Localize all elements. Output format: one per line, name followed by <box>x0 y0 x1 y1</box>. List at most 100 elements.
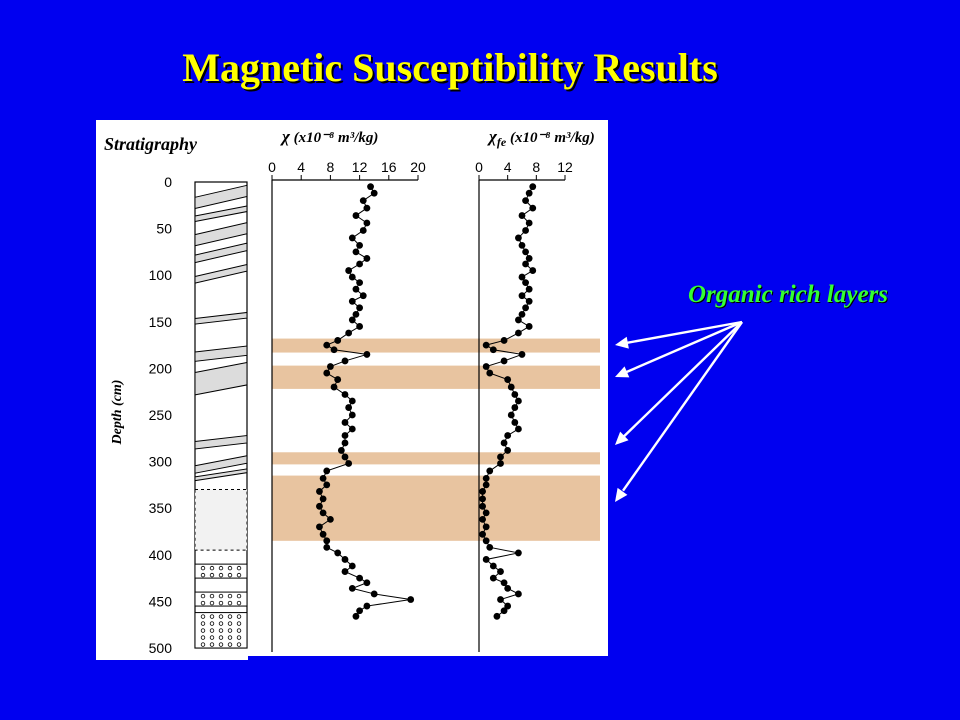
depth-tick-label: 400 <box>149 547 173 563</box>
data-point <box>497 460 504 467</box>
data-point <box>525 219 533 227</box>
data-point <box>363 255 371 262</box>
data-point <box>348 234 356 242</box>
gravel-dot <box>227 621 233 626</box>
arrow-shaft-0 <box>622 320 743 345</box>
data-point <box>482 537 490 545</box>
data-point <box>345 329 353 337</box>
gravel-dot <box>209 614 215 619</box>
gravel-dot <box>236 628 242 633</box>
strat-layer-1 <box>194 205 248 223</box>
data-point <box>500 357 508 365</box>
arrow-head-1 <box>615 366 630 378</box>
gravel-dot <box>236 642 242 647</box>
data-point <box>356 260 363 268</box>
strat-gravel-0 <box>194 563 248 579</box>
strat-layer-5 <box>194 311 248 325</box>
organic-band-2 <box>272 452 600 465</box>
panel-label: χfe (x10⁻⁸ m³/kg) <box>487 127 595 149</box>
data-point <box>319 474 327 482</box>
data-point <box>504 376 512 383</box>
data-point <box>522 304 529 312</box>
data-point <box>334 376 342 383</box>
data-point <box>330 383 338 391</box>
gravel-dot <box>227 635 233 640</box>
data-point <box>356 304 363 312</box>
data-point <box>500 607 508 615</box>
data-point <box>327 515 334 523</box>
data-point <box>330 346 338 354</box>
data-point <box>359 292 367 300</box>
data-point <box>515 316 522 324</box>
gravel-dot <box>227 565 233 571</box>
strat-gravel-1 <box>194 591 248 607</box>
x-tick-label: 16 <box>381 159 397 175</box>
depth-tick-label: 450 <box>149 593 173 609</box>
gravel-dot <box>209 621 215 626</box>
data-point <box>316 523 323 531</box>
x-tick-label: 4 <box>504 159 512 175</box>
data-point <box>363 579 371 587</box>
depth-tick-label: 300 <box>149 454 173 470</box>
data-point <box>334 549 342 557</box>
data-point <box>356 607 363 615</box>
data-point <box>348 584 356 592</box>
data-point <box>323 481 331 489</box>
data-point <box>341 357 349 365</box>
data-point <box>504 584 512 592</box>
gravel-dot <box>200 565 206 571</box>
gravel-dot <box>218 635 224 640</box>
data-point <box>515 549 522 557</box>
data-point <box>348 411 356 419</box>
data-point <box>334 337 342 344</box>
data-point <box>345 404 353 411</box>
chi-panel: 0 4 8 12 16 20 χ (x10⁻⁸ m³/kg) <box>268 127 426 652</box>
data-point <box>323 341 331 349</box>
data-point <box>352 310 360 318</box>
gravel-dot <box>236 565 242 571</box>
data-point <box>500 579 508 587</box>
data-point <box>479 495 486 503</box>
data-point <box>323 467 331 475</box>
data-point <box>515 329 522 337</box>
data-point <box>337 447 345 454</box>
data-point <box>482 523 490 531</box>
data-point <box>515 234 522 242</box>
data-point <box>504 602 512 610</box>
data-point <box>356 241 363 249</box>
data-point <box>515 425 522 433</box>
data-point <box>356 323 363 330</box>
data-point <box>482 474 490 482</box>
gravel-dot <box>227 614 233 619</box>
data-point <box>363 219 371 227</box>
gravel-dot <box>218 565 224 571</box>
gravel-dot <box>236 572 242 578</box>
data-point <box>352 285 360 293</box>
data-point <box>522 279 529 287</box>
data-point <box>341 453 349 461</box>
data-point <box>348 562 356 570</box>
strat-layer-7 <box>194 361 248 396</box>
data-point <box>363 204 371 212</box>
organic-band-1 <box>272 365 600 389</box>
x-tick-label: 12 <box>557 159 573 175</box>
data-point <box>489 562 497 570</box>
data-point <box>327 363 334 370</box>
gravel-dot <box>200 628 206 633</box>
gravel-dot <box>218 621 224 626</box>
data-point <box>319 509 327 517</box>
data-point <box>518 292 526 300</box>
data-point <box>352 612 360 620</box>
data-point <box>341 568 349 575</box>
gravel-dot <box>200 635 206 640</box>
data-point <box>522 227 529 234</box>
gravel-dot <box>209 635 215 640</box>
data-point <box>529 183 537 191</box>
gravel-dot <box>236 635 242 640</box>
arrow-shaft-2 <box>622 321 743 439</box>
gravel-dot <box>236 621 242 626</box>
data-point <box>489 346 497 354</box>
data-point <box>345 267 353 274</box>
gravel-dot <box>218 600 224 606</box>
